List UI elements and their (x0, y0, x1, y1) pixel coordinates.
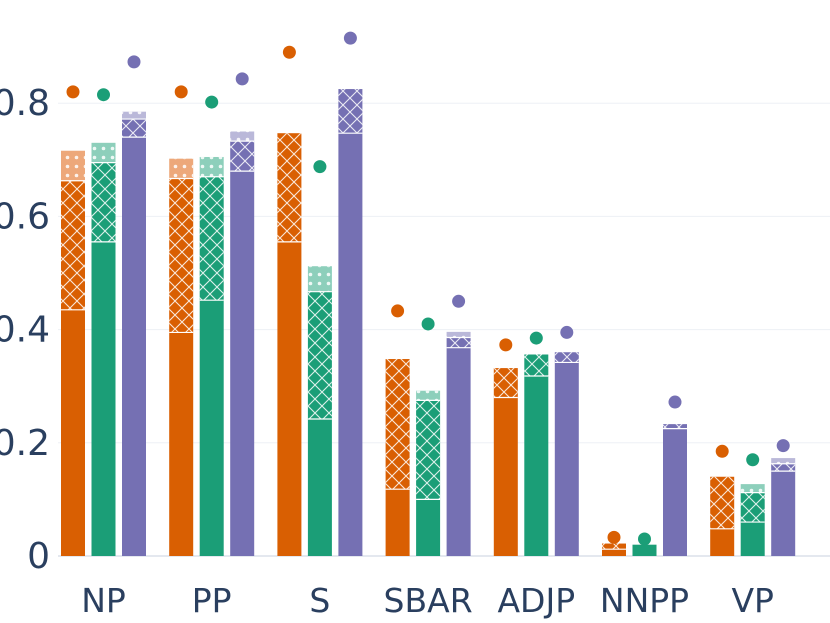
marker-series-green-NP (97, 88, 110, 102)
bar-series-green-S-solid (307, 419, 332, 556)
bar-series-green-SBAR-dotted-pattern (416, 390, 441, 401)
x-tick-label-sbar: SBAR (384, 581, 473, 620)
bar-series-purple-PP-solid (230, 171, 255, 556)
marker-series-orange-NP (66, 85, 80, 99)
marker-series-purple-NP (127, 55, 141, 69)
bar-series-purple-ADJP-crosshatch-pattern (554, 352, 579, 363)
bar-series-green-S-dotted-pattern (307, 266, 332, 292)
marker-series-purple-S (343, 31, 357, 45)
bar-series-green-SBAR-crosshatch-pattern (416, 400, 441, 500)
y-tick-label: 0 (27, 536, 50, 577)
bar-series-orange-NNPP-crosshatch-pattern (602, 543, 626, 550)
marker-series-purple-ADJP (560, 325, 574, 339)
bar-series-purple-SBAR-dotted-pattern (446, 331, 471, 338)
bar-series-purple-ADJP-solid (554, 362, 579, 556)
bar-series-orange-ADJP-crosshatch-pattern (493, 368, 518, 398)
y-axis-ticks: 0 0.2 0.4 0.6 0.8 (0, 83, 50, 577)
x-tick-label-pp: PP (192, 581, 232, 620)
marker-series-orange-PP (174, 85, 188, 99)
y-tick-label: 0.2 (0, 423, 50, 464)
bar-series-purple-PP-crosshatch-pattern (230, 141, 255, 172)
bar-series-orange-NP-solid (61, 309, 85, 556)
bar-series-orange-S-crosshatch-pattern (277, 133, 302, 242)
bar-series-green-NP-solid (91, 241, 116, 556)
marker-series-green-SBAR (421, 317, 435, 331)
bar-series-orange-NP-dotted-pattern (61, 150, 85, 181)
bar-series-orange-SBAR-solid (385, 489, 410, 556)
bar-series-purple-VP-dotted-pattern (771, 458, 796, 464)
marker-series-purple-VP (776, 439, 790, 453)
bar-series-purple-NNPP-solid (663, 428, 687, 556)
bar-series-green-NNPP-solid (632, 544, 657, 556)
bar-series-purple-SBAR-solid (446, 347, 471, 556)
bars (61, 89, 796, 556)
bar-series-orange-NNPP-solid (602, 549, 626, 556)
markers (66, 31, 790, 546)
x-tick-label-nnpp: NNPP (600, 581, 689, 620)
bar-series-green-NP-dotted-pattern (91, 142, 116, 163)
bar-series-orange-S-solid (277, 241, 302, 556)
y-tick-label: 0.8 (0, 83, 50, 124)
marker-series-purple-PP (235, 72, 249, 86)
bar-series-orange-PP-crosshatch-pattern (169, 178, 194, 333)
y-tick-label: 0.6 (0, 196, 50, 237)
bar-series-orange-ADJP-solid (493, 397, 518, 556)
marker-series-orange-VP (715, 444, 729, 458)
bar-series-purple-NNPP-crosshatch-pattern (663, 424, 687, 429)
bar-series-purple-NP-crosshatch-pattern (122, 119, 146, 138)
bar-series-purple-VP-crosshatch-pattern (771, 463, 796, 472)
x-tick-label-np: NP (81, 581, 126, 620)
y-tick-label: 0.4 (0, 310, 50, 351)
x-axis-ticks: NP PP S SBAR ADJP NNPP VP (81, 581, 774, 620)
marker-series-green-ADJP (529, 331, 543, 345)
bar-series-green-SBAR-solid (416, 499, 441, 556)
marker-series-orange-S (282, 45, 296, 59)
marker-series-orange-ADJP (499, 338, 513, 352)
x-tick-label-adjp: ADJP (497, 581, 575, 620)
bar-series-orange-VP-crosshatch-pattern (710, 476, 735, 529)
bar-series-green-NP-crosshatch-pattern (91, 162, 116, 242)
x-tick-label-s: S (309, 581, 330, 620)
bar-series-orange-NP-crosshatch-pattern (61, 180, 85, 310)
bar-series-green-S-crosshatch-pattern (307, 291, 332, 420)
bar-series-purple-S-crosshatch-pattern (338, 89, 363, 134)
bar-series-orange-PP-solid (169, 332, 194, 556)
bar-series-purple-NP-solid (122, 137, 146, 556)
bar-series-green-VP-dotted-pattern (740, 484, 765, 493)
bar-series-green-ADJP-crosshatch-pattern (524, 354, 549, 377)
marker-series-purple-NNPP (668, 395, 682, 409)
marker-series-orange-NNPP (607, 530, 621, 544)
marker-series-purple-SBAR (452, 294, 466, 308)
bar-series-orange-SBAR-crosshatch-pattern (385, 359, 410, 490)
bar-series-orange-VP-solid (710, 528, 735, 556)
bar-series-green-PP-dotted-pattern (199, 156, 224, 177)
marker-series-green-PP (205, 95, 219, 109)
marker-series-orange-SBAR (391, 304, 405, 318)
bar-series-green-VP-solid (740, 522, 765, 556)
marker-series-green-S (313, 160, 327, 174)
bar-series-purple-VP-solid (771, 471, 796, 556)
bar-series-orange-PP-dotted-pattern (169, 158, 194, 179)
bar-series-purple-NP-dotted-pattern (122, 111, 146, 120)
bar-series-green-ADJP-solid (524, 376, 549, 556)
marker-series-green-VP (746, 453, 760, 467)
bar-series-purple-SBAR-crosshatch-pattern (446, 337, 471, 348)
bar-series-green-VP-crosshatch-pattern (740, 492, 765, 523)
bar-series-green-PP-crosshatch-pattern (199, 176, 224, 301)
bar-series-purple-PP-dotted-pattern (230, 131, 255, 142)
bar-series-green-PP-solid (199, 300, 224, 556)
bar-series-purple-S-solid (338, 133, 363, 556)
marker-series-green-NNPP (638, 532, 651, 546)
x-tick-label-vp: VP (731, 581, 773, 620)
